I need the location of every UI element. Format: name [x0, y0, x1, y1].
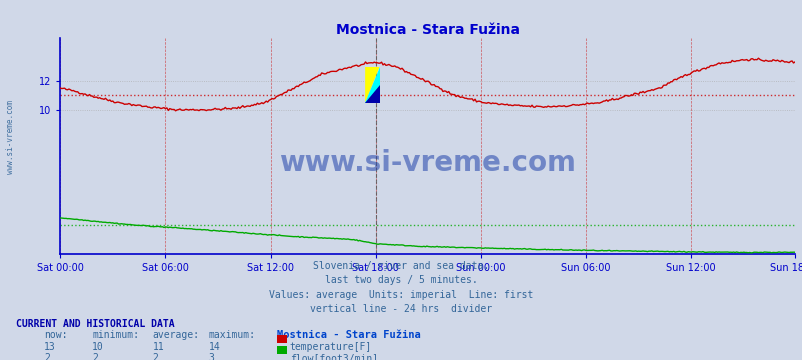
Text: now:: now:: [44, 330, 67, 341]
Text: Slovenia / river and sea data.: Slovenia / river and sea data.: [313, 261, 489, 271]
Polygon shape: [365, 67, 379, 103]
Text: 2: 2: [152, 353, 158, 360]
Text: 14: 14: [209, 342, 221, 352]
Text: minimum:: minimum:: [92, 330, 140, 341]
Text: flow[foot3/min]: flow[foot3/min]: [290, 353, 378, 360]
Text: 2: 2: [44, 353, 50, 360]
Title: Mostnica - Stara Fužina: Mostnica - Stara Fužina: [335, 23, 519, 37]
Text: Mostnica - Stara Fužina: Mostnica - Stara Fužina: [277, 330, 420, 341]
Text: last two days / 5 minutes.: last two days / 5 minutes.: [325, 275, 477, 285]
Text: 13: 13: [44, 342, 56, 352]
Text: maximum:: maximum:: [209, 330, 256, 341]
Text: 3: 3: [209, 353, 214, 360]
Text: 2: 2: [92, 353, 98, 360]
Text: vertical line - 24 hrs  divider: vertical line - 24 hrs divider: [310, 304, 492, 314]
Text: CURRENT AND HISTORICAL DATA: CURRENT AND HISTORICAL DATA: [16, 319, 175, 329]
Text: average:: average:: [152, 330, 200, 341]
Polygon shape: [365, 85, 379, 103]
Polygon shape: [365, 67, 379, 103]
Text: www.si-vreme.com: www.si-vreme.com: [6, 100, 15, 174]
Text: temperature[F]: temperature[F]: [290, 342, 371, 352]
Text: 11: 11: [152, 342, 164, 352]
Text: Values: average  Units: imperial  Line: first: Values: average Units: imperial Line: fi…: [269, 290, 533, 300]
Text: www.si-vreme.com: www.si-vreme.com: [279, 149, 575, 177]
Text: 10: 10: [92, 342, 104, 352]
